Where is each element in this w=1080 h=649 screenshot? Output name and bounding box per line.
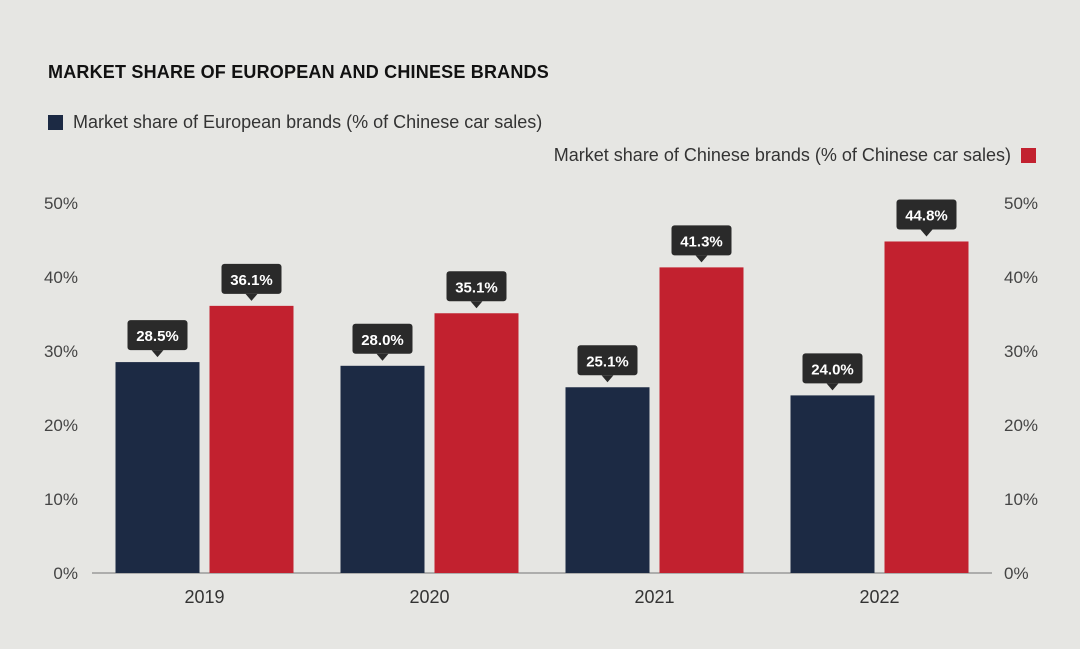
- x-tick-label: 2020: [409, 587, 449, 607]
- bar-chinese: [659, 267, 744, 573]
- y-tick-label-left: 40%: [44, 268, 78, 287]
- bar-european: [115, 362, 200, 573]
- data-label-pointer: [151, 350, 164, 358]
- bar-chinese: [884, 241, 969, 574]
- data-label: 25.1%: [586, 353, 629, 370]
- y-tick-label-left: 50%: [44, 194, 78, 213]
- y-tick-label-right: 30%: [1004, 342, 1038, 361]
- data-label-pointer: [376, 353, 389, 361]
- data-label-box: [221, 263, 282, 294]
- data-label-box: [446, 271, 507, 302]
- data-label: 41.3%: [680, 233, 723, 250]
- legend-swatch-chinese: [1021, 148, 1036, 163]
- data-label-pointer: [470, 301, 483, 309]
- bar-chinese: [434, 313, 519, 573]
- y-tick-label-right: 20%: [1004, 416, 1038, 435]
- data-label: 28.5%: [136, 328, 179, 345]
- data-label: 44.8%: [905, 207, 948, 224]
- data-label: 24.0%: [811, 361, 854, 378]
- bar-european: [340, 365, 425, 573]
- y-tick-label-left: 20%: [44, 416, 78, 435]
- data-label-pointer: [826, 383, 839, 391]
- data-label-pointer: [695, 255, 708, 263]
- legend-swatch-european: [48, 115, 63, 130]
- data-label-pointer: [601, 375, 614, 383]
- y-tick-label-left: 0%: [53, 564, 78, 583]
- y-tick-label-left: 30%: [44, 342, 78, 361]
- chart-title: MARKET SHARE OF EUROPEAN AND CHINESE BRA…: [48, 62, 549, 82]
- data-label-box: [127, 320, 188, 351]
- data-label-box: [577, 345, 638, 376]
- data-label: 36.1%: [230, 272, 273, 289]
- y-tick-label-right: 50%: [1004, 194, 1038, 213]
- data-label-box: [802, 353, 863, 384]
- data-label-box: [896, 199, 957, 230]
- legend-label-chinese: Market share of Chinese brands (% of Chi…: [553, 145, 1011, 165]
- data-label: 28.0%: [361, 332, 404, 349]
- data-label-pointer: [245, 293, 258, 301]
- y-tick-label-left: 10%: [44, 490, 78, 509]
- y-tick-label-right: 0%: [1004, 564, 1029, 583]
- legend-european: Market share of European brands (% of Ch…: [48, 112, 542, 133]
- bar-european: [565, 387, 650, 573]
- bar-chinese: [209, 305, 294, 573]
- legend-label-european: Market share of European brands (% of Ch…: [73, 112, 543, 132]
- x-tick-label: 2019: [184, 587, 224, 607]
- bar-european: [790, 395, 875, 573]
- legend-chinese: Market share of Chinese brands (% of Chi…: [554, 145, 1036, 166]
- x-tick-label: 2021: [634, 587, 674, 607]
- y-tick-label-right: 40%: [1004, 268, 1038, 287]
- y-tick-label-right: 10%: [1004, 490, 1038, 509]
- x-tick-label: 2022: [859, 587, 899, 607]
- data-label: 35.1%: [455, 279, 498, 296]
- data-label-pointer: [920, 229, 933, 237]
- data-label-box: [352, 323, 413, 354]
- data-label-box: [671, 225, 732, 256]
